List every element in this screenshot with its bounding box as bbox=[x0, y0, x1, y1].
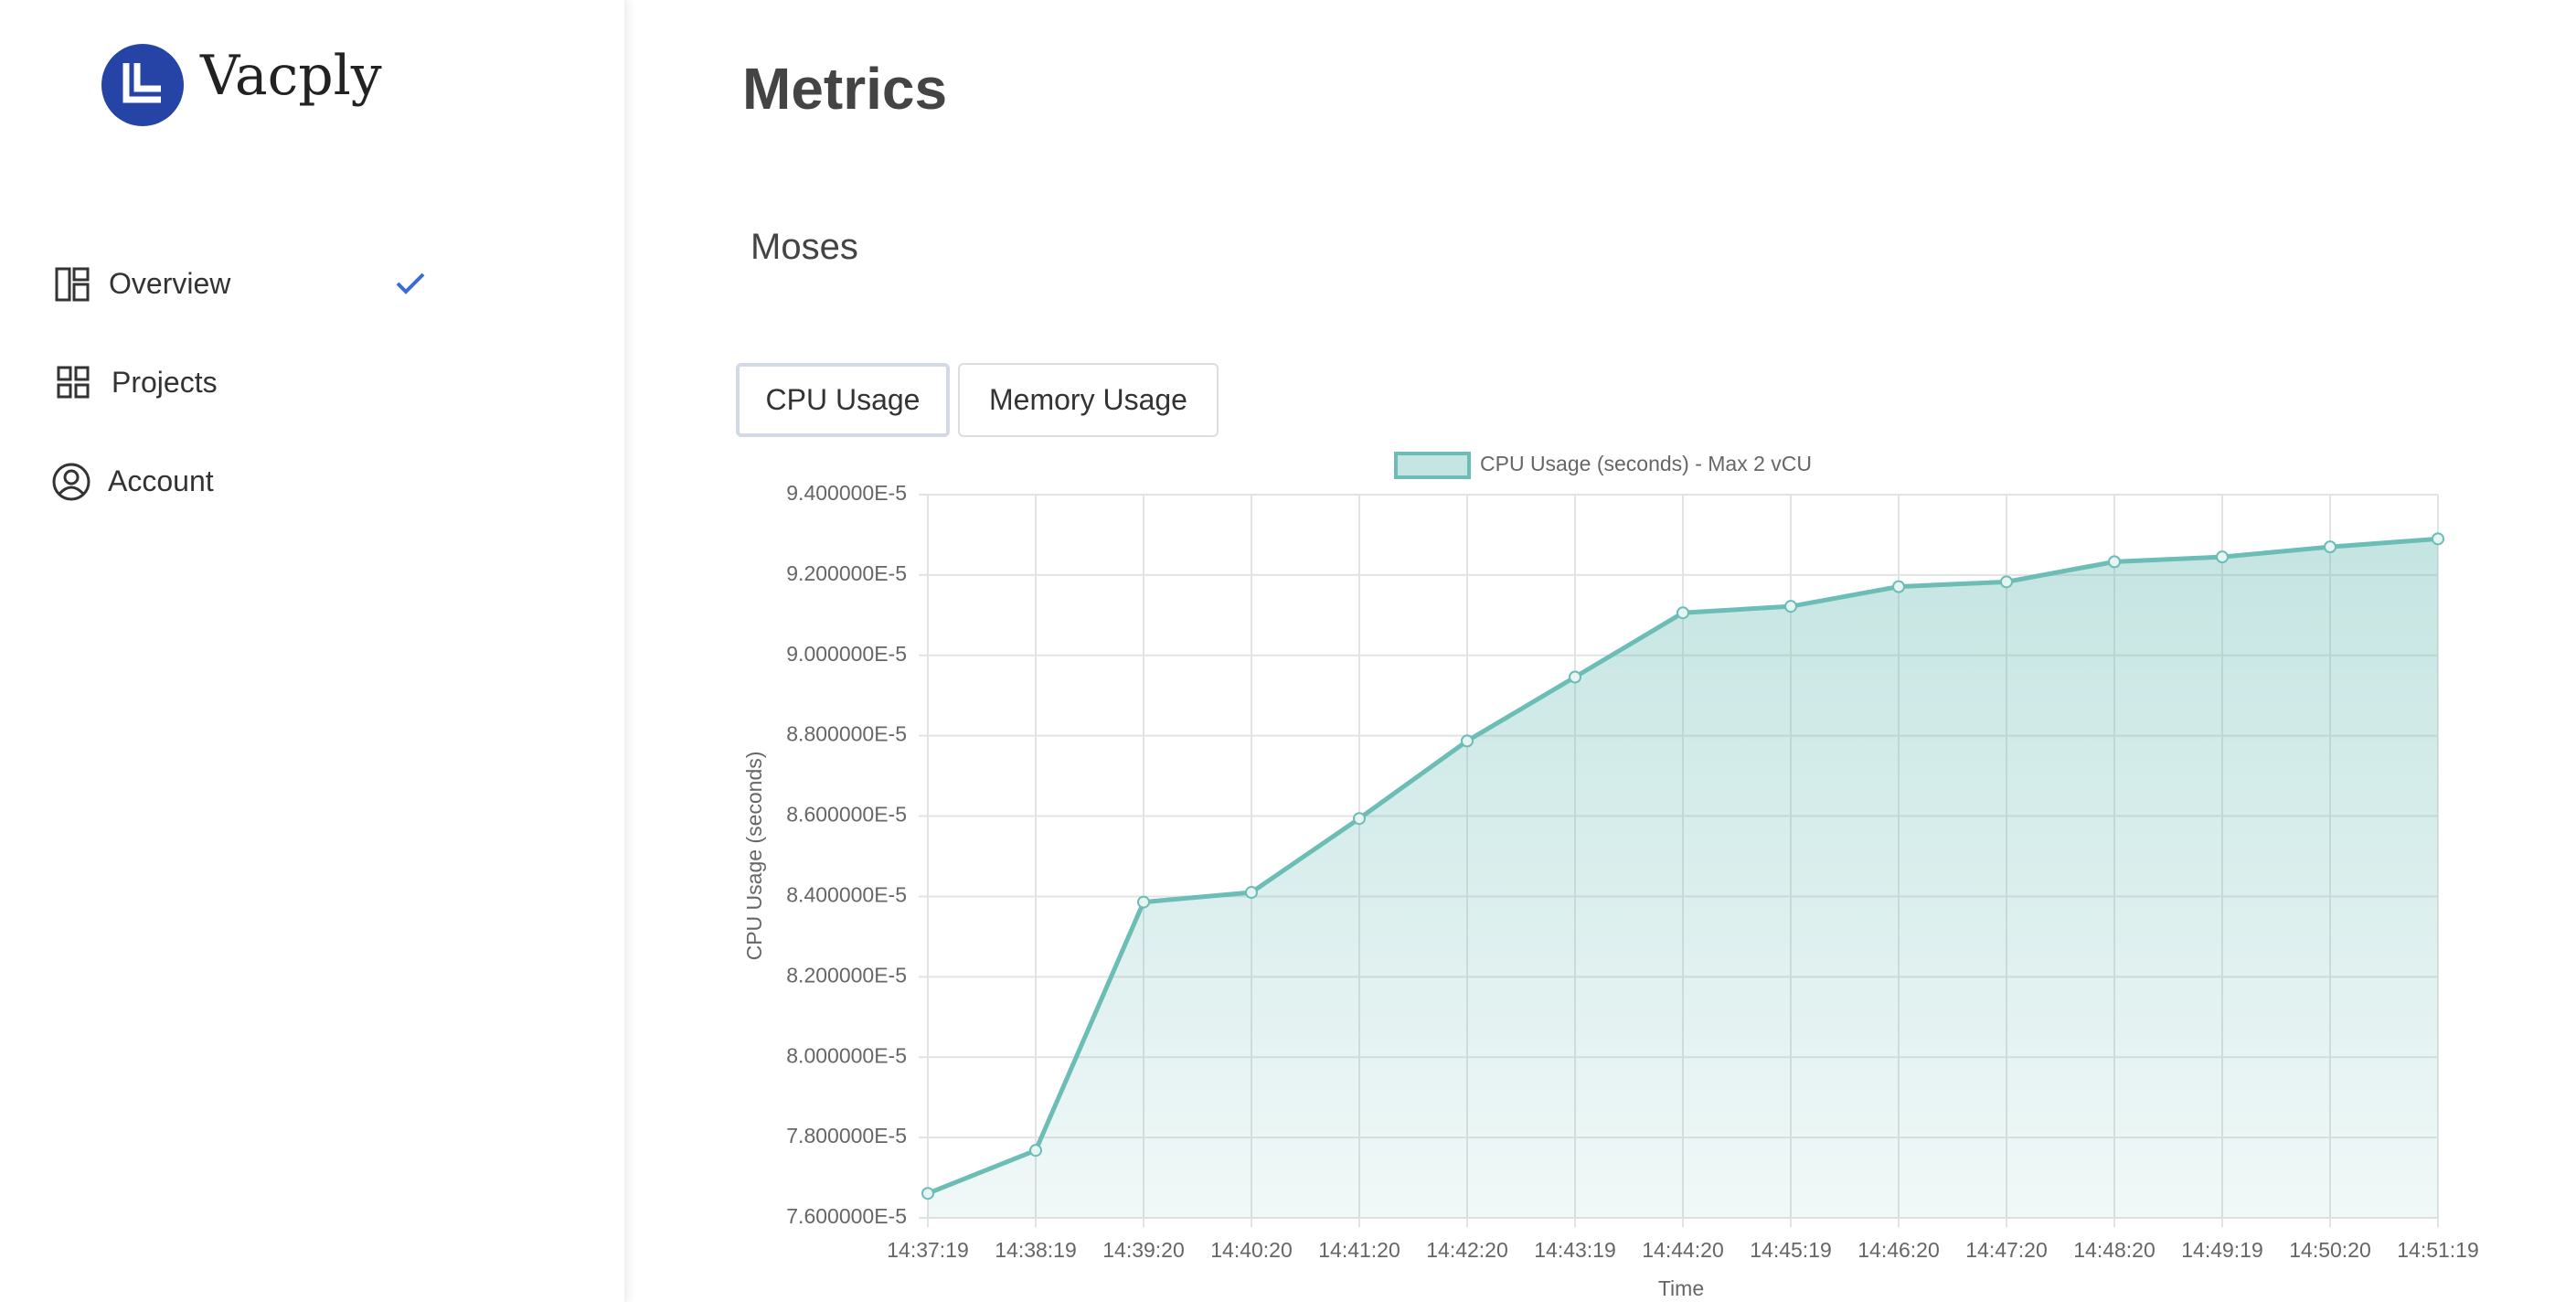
page-title: Metrics bbox=[742, 56, 948, 122]
x-tick-label: 14:46:20 bbox=[1857, 1238, 1940, 1262]
x-tick-label: 14:41:20 bbox=[1318, 1238, 1400, 1262]
x-tick-label: 14:38:19 bbox=[995, 1238, 1077, 1262]
legend-swatch bbox=[1394, 452, 1471, 479]
x-tick-label: 14:40:20 bbox=[1210, 1238, 1293, 1262]
point bbox=[1137, 895, 1150, 909]
y-tick-label: 9.200000E-5 bbox=[786, 561, 907, 585]
nav-item[interactable]: Overview bbox=[109, 267, 231, 300]
y-tick-label: 8.800000E-5 bbox=[786, 722, 907, 746]
x-tick-label: 14:47:20 bbox=[1965, 1238, 2048, 1262]
area-fill bbox=[928, 539, 2438, 1218]
point bbox=[1569, 670, 1581, 684]
x-tick-label: 14:44:20 bbox=[1642, 1238, 1724, 1262]
legend-label: CPU Usage (seconds) - Max 2 vCU bbox=[1480, 452, 1812, 475]
x-tick-label: 14:42:20 bbox=[1426, 1238, 1508, 1262]
point bbox=[2216, 550, 2229, 564]
y-tick-label: 8.600000E-5 bbox=[786, 803, 907, 827]
tab-button[interactable]: Memory Usage bbox=[958, 363, 1219, 437]
x-tick-label: 14:37:19 bbox=[887, 1238, 969, 1262]
logo bbox=[101, 44, 184, 126]
page-subtitle: Moses bbox=[750, 227, 858, 267]
y-tick-label: 8.200000E-5 bbox=[786, 963, 907, 987]
x-tick-label: 14:51:19 bbox=[2397, 1238, 2479, 1262]
x-tick-label: 14:43:19 bbox=[1534, 1238, 1616, 1262]
x-tick-label: 14:50:20 bbox=[2289, 1238, 2371, 1262]
overview-icon bbox=[55, 267, 90, 302]
point bbox=[2108, 555, 2121, 569]
y-tick-label: 7.600000E-5 bbox=[786, 1204, 907, 1228]
point bbox=[921, 1187, 934, 1201]
y-tick-label: 9.400000E-5 bbox=[786, 481, 907, 505]
y-tick-label: 9.000000E-5 bbox=[786, 642, 907, 666]
sidebar: Vacply Overview Projects Account bbox=[0, 0, 626, 1302]
projects-icon bbox=[57, 366, 90, 399]
y-tick-label: 7.800000E-5 bbox=[786, 1124, 907, 1147]
point bbox=[1892, 580, 1905, 593]
point bbox=[2324, 540, 2336, 554]
brand[interactable]: Vacply bbox=[200, 44, 382, 108]
point bbox=[1461, 734, 1474, 748]
x-tick-label: 14:45:19 bbox=[1750, 1238, 1832, 1262]
x-tick-label: 14:48:20 bbox=[2073, 1238, 2156, 1262]
y-tick-label: 8.400000E-5 bbox=[786, 883, 907, 907]
tab-button[interactable]: CPU Usage bbox=[736, 363, 950, 437]
point bbox=[1677, 606, 1689, 620]
x-axis-title: Time bbox=[1658, 1276, 1704, 1300]
y-tick-label: 8.000000E-5 bbox=[786, 1043, 907, 1067]
nav-item[interactable]: Account bbox=[108, 464, 214, 497]
point bbox=[1353, 812, 1366, 826]
y-axis-title: CPU Usage (seconds) bbox=[742, 752, 766, 961]
point bbox=[1029, 1144, 1042, 1158]
account-icon bbox=[52, 463, 90, 501]
check-icon bbox=[396, 272, 425, 294]
point bbox=[2000, 575, 2013, 589]
point bbox=[1784, 600, 1797, 614]
x-tick-label: 14:39:20 bbox=[1102, 1238, 1185, 1262]
point bbox=[2432, 532, 2444, 546]
nav-item[interactable]: Projects bbox=[112, 366, 218, 399]
x-tick-label: 14:49:19 bbox=[2181, 1238, 2263, 1262]
point bbox=[1245, 886, 1258, 900]
